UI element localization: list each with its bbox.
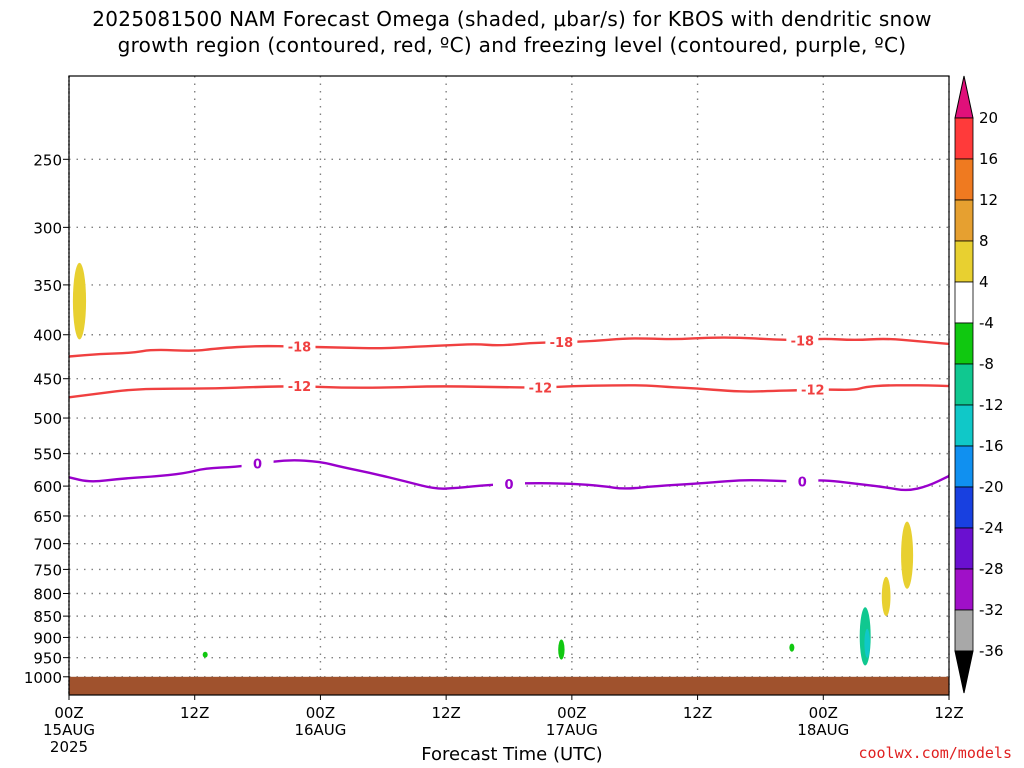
colorbar-label-7: -12 bbox=[979, 396, 1004, 414]
y-tick-label-800: 800 bbox=[33, 585, 62, 603]
colorbar-swatch-0 bbox=[954, 117, 974, 160]
x-tick-label-7-1: 12Z bbox=[934, 704, 963, 722]
contour-label--12: -12 bbox=[288, 380, 312, 395]
colorbar-swatch-6 bbox=[954, 363, 974, 406]
y-tick-label-550: 550 bbox=[33, 446, 62, 464]
contour-label-bg bbox=[493, 474, 525, 491]
contour-label--18: -18 bbox=[288, 341, 312, 356]
contour-label-0: 0 bbox=[504, 478, 513, 493]
colorbar-label-2: 12 bbox=[979, 191, 998, 209]
colorbar-label-4: 4 bbox=[979, 273, 989, 291]
colorbar-swatch-5 bbox=[954, 322, 974, 365]
colorbar-swatch-12 bbox=[954, 609, 974, 652]
ground-surface bbox=[69, 676, 949, 695]
y-tick-label-250: 250 bbox=[33, 151, 62, 169]
y-tick-label-750: 750 bbox=[33, 561, 62, 579]
y-tick-label-400: 400 bbox=[33, 327, 62, 345]
contour-label--18: -18 bbox=[550, 336, 574, 351]
shaded-omega-features bbox=[72, 262, 914, 666]
x-tick-label-3-1: 12Z bbox=[431, 704, 460, 722]
omega-blob-2 bbox=[558, 639, 565, 660]
contour-label-bg bbox=[241, 454, 274, 471]
x-axis-label: Forecast Time (UTC) bbox=[421, 744, 603, 765]
contour-label-bg bbox=[786, 472, 819, 489]
contour-label-bg bbox=[524, 378, 557, 395]
colorbar-label-1: 16 bbox=[979, 150, 998, 168]
y-tick-label-500: 500 bbox=[33, 410, 62, 428]
contour-label-0: 0 bbox=[253, 458, 262, 473]
contour-label-0: 0 bbox=[798, 476, 807, 491]
x-tick-label-6-1: 00Z bbox=[809, 704, 838, 722]
x-tick-label-4-2: 17AUG bbox=[546, 721, 598, 739]
y-tick-label-850: 850 bbox=[33, 608, 62, 626]
y-tick-label-900: 900 bbox=[33, 629, 62, 647]
colorbar-swatch-11 bbox=[954, 568, 974, 611]
omega-blob-6 bbox=[901, 521, 914, 589]
x-tick-label-4-1: 00Z bbox=[557, 704, 586, 722]
x-tick-label-0-3: 2025 bbox=[50, 738, 88, 756]
omega-blob-1 bbox=[202, 651, 208, 658]
x-tick-label-6-2: 18AUG bbox=[797, 721, 849, 739]
y-tick-label-300: 300 bbox=[33, 219, 62, 237]
contour-label-bg bbox=[283, 377, 316, 394]
contour-lines: -18 -18 -18 -12 -12 -12 0 0 0 bbox=[68, 331, 950, 493]
colorbar-label-9: -20 bbox=[979, 478, 1004, 496]
colorbar-label-5: -4 bbox=[979, 314, 994, 332]
colorbar-label-8: -16 bbox=[979, 437, 1004, 455]
y-tick-label-450: 450 bbox=[33, 371, 62, 389]
y-tick-label-650: 650 bbox=[33, 508, 62, 526]
title-line-1: 2025081500 NAM Forecast Omega (shaded, μ… bbox=[92, 7, 932, 31]
contour-label--18: -18 bbox=[791, 334, 815, 349]
contour-label-bg bbox=[283, 337, 316, 354]
contour-label--12: -12 bbox=[529, 382, 553, 397]
colorbar-label-3: 8 bbox=[979, 232, 989, 250]
colorbar: 20 16 12 8 4 -4 -8 -12 -16 -20 -24 -28 -32 -36 bbox=[954, 75, 1004, 694]
colorbar-label-12: -32 bbox=[979, 601, 1004, 619]
contour-label-bg bbox=[545, 333, 578, 350]
y-axis: 250 300 350 400 450 500 550 600 650 700 750 800 850 9… bbox=[24, 151, 69, 687]
omega-blob-core-4 bbox=[864, 628, 870, 658]
y-tick-label-350: 350 bbox=[33, 277, 62, 295]
colorbar-label-6: -8 bbox=[979, 355, 994, 373]
y-tick-label-600: 600 bbox=[33, 478, 62, 496]
title-line-2: growth region (contoured, red, ºC) and f… bbox=[117, 33, 907, 57]
colorbar-swatch-1 bbox=[954, 158, 974, 201]
colorbar-swatch-2 bbox=[954, 199, 974, 242]
colorbar-swatch-10 bbox=[954, 527, 974, 570]
x-tick-label-5-1: 12Z bbox=[683, 704, 712, 722]
contour-label-bg bbox=[786, 331, 819, 348]
x-tick-label-2-1: 00Z bbox=[306, 704, 335, 722]
colorbar-swatch-9 bbox=[954, 486, 974, 529]
contour-label-bg bbox=[796, 380, 829, 397]
colorbar-swatch-3 bbox=[954, 240, 974, 283]
y-tick-label-1000: 1000 bbox=[24, 669, 62, 687]
contour-label--12: -12 bbox=[801, 384, 825, 399]
omega-blob-3 bbox=[789, 643, 795, 652]
chart-title: 2025081500 NAM Forecast Omega (shaded, μ… bbox=[0, 6, 1024, 58]
colorbar-label-11: -28 bbox=[979, 560, 1004, 578]
omega-blob-0 bbox=[72, 262, 87, 340]
x-tick-label-1-1: 12Z bbox=[180, 704, 209, 722]
ground-fill bbox=[69, 676, 949, 695]
site-credit: coolwx.com/models bbox=[858, 744, 1012, 762]
colorbar-label-13: -36 bbox=[979, 642, 1004, 660]
y-tick-label-700: 700 bbox=[33, 536, 62, 554]
colorbar-bottom-arrow bbox=[954, 650, 974, 694]
colorbar-top-arrow bbox=[954, 75, 974, 119]
colorbar-swatch-8 bbox=[954, 445, 974, 488]
omega-blob-5 bbox=[881, 576, 891, 617]
colorbar-label-0: 20 bbox=[979, 109, 998, 127]
y-tick-label-950: 950 bbox=[33, 650, 62, 668]
colorbar-swatch-7 bbox=[954, 404, 974, 447]
contour-line--12-1 bbox=[68, 384, 950, 399]
colorbar-swatch-4 bbox=[954, 281, 974, 324]
x-tick-label-0-1: 00Z bbox=[54, 704, 83, 722]
colorbar-label-10: -24 bbox=[979, 519, 1004, 537]
x-tick-label-0-2: 15AUG bbox=[43, 721, 95, 739]
x-tick-label-2-2: 16AUG bbox=[294, 721, 346, 739]
